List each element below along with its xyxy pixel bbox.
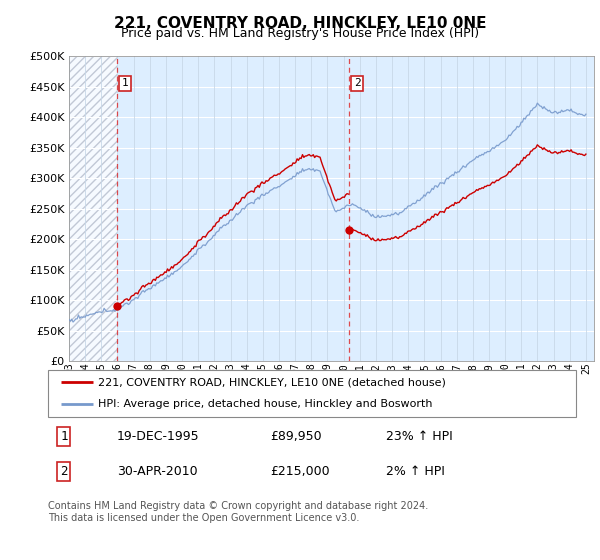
Text: 221, COVENTRY ROAD, HINCKLEY, LE10 0NE: 221, COVENTRY ROAD, HINCKLEY, LE10 0NE: [114, 16, 486, 31]
Text: £89,950: £89,950: [270, 430, 322, 443]
Text: 2: 2: [60, 465, 68, 478]
Text: 221, COVENTRY ROAD, HINCKLEY, LE10 0NE (detached house): 221, COVENTRY ROAD, HINCKLEY, LE10 0NE (…: [98, 377, 446, 388]
Text: 30-APR-2010: 30-APR-2010: [116, 465, 197, 478]
Text: Contains HM Land Registry data © Crown copyright and database right 2024.
This d: Contains HM Land Registry data © Crown c…: [48, 501, 428, 523]
Text: 19-DEC-1995: 19-DEC-1995: [116, 430, 199, 443]
Text: HPI: Average price, detached house, Hinckley and Bosworth: HPI: Average price, detached house, Hinc…: [98, 399, 433, 409]
Bar: [69, 56, 117, 361]
Text: 1: 1: [60, 430, 68, 443]
Text: 2% ↑ HPI: 2% ↑ HPI: [386, 465, 445, 478]
Text: 1: 1: [122, 78, 128, 88]
Text: £215,000: £215,000: [270, 465, 329, 478]
Text: Price paid vs. HM Land Registry's House Price Index (HPI): Price paid vs. HM Land Registry's House …: [121, 27, 479, 40]
Text: 2: 2: [354, 78, 361, 88]
Text: 23% ↑ HPI: 23% ↑ HPI: [386, 430, 452, 443]
FancyBboxPatch shape: [48, 370, 576, 417]
